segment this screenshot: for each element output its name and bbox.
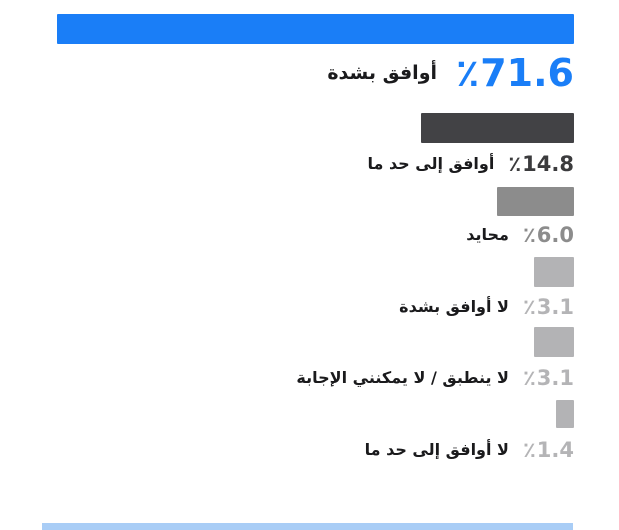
row-somewhat-agree: أوافق إلى حد ما ٪ 14.8	[367, 150, 574, 177]
bar-label-somewhat-agree: أوافق إلى حد ما	[367, 154, 495, 173]
percent-sign: ٪	[522, 437, 536, 462]
value-number: 3.1	[536, 294, 574, 319]
bar-label-strongly-disagree: لا أوافق بشدة	[399, 297, 509, 316]
percent-sign: ٪	[508, 151, 522, 176]
value-number: 1.4	[536, 437, 574, 462]
percent-sign: ٪	[456, 51, 480, 95]
value-number: 14.8	[522, 151, 574, 176]
bar-not-applicable	[534, 327, 574, 357]
percent-sign: ٪	[522, 222, 536, 247]
row-somewhat-disagree: لا أوافق إلى حد ما ٪ 1.4	[365, 436, 574, 463]
bar-value-somewhat-agree: ٪ 14.8	[508, 152, 574, 176]
bar-value-somewhat-disagree: ٪ 1.4	[523, 438, 574, 462]
bar-label-not-applicable: لا ينطبق / لا يمكنني الإجابة	[296, 368, 509, 387]
row-strongly-agree: أوافق بشدة ٪ 71.6	[327, 50, 574, 96]
percent-sign: ٪	[522, 294, 536, 319]
bar-label-strongly-agree: أوافق بشدة	[327, 62, 438, 84]
bar-value-not-applicable: ٪ 3.1	[523, 366, 574, 390]
row-strongly-disagree: لا أوافق بشدة ٪ 3.1	[399, 293, 574, 320]
next-bar-preview	[42, 523, 573, 530]
value-number: 3.1	[536, 365, 574, 390]
bar-strongly-disagree	[534, 257, 574, 287]
bar-somewhat-disagree	[556, 400, 574, 428]
bar-label-somewhat-disagree: لا أوافق إلى حد ما	[364, 440, 509, 459]
bar-value-neutral: ٪ 6.0	[523, 223, 574, 247]
value-number: 71.6	[480, 51, 574, 95]
percent-sign: ٪	[522, 365, 536, 390]
bar-label-neutral: محايد	[466, 225, 509, 244]
value-number: 6.0	[536, 222, 574, 247]
bar-somewhat-agree	[421, 113, 574, 143]
row-not-applicable: لا ينطبق / لا يمكنني الإجابة ٪ 3.1	[296, 364, 574, 391]
bar-value-strongly-disagree: ٪ 3.1	[523, 295, 574, 319]
row-neutral: محايد ٪ 6.0	[466, 221, 574, 248]
bar-value-strongly-agree: ٪ 71.6	[456, 51, 574, 95]
bar-strongly-agree	[57, 14, 574, 44]
bar-neutral	[497, 187, 574, 216]
